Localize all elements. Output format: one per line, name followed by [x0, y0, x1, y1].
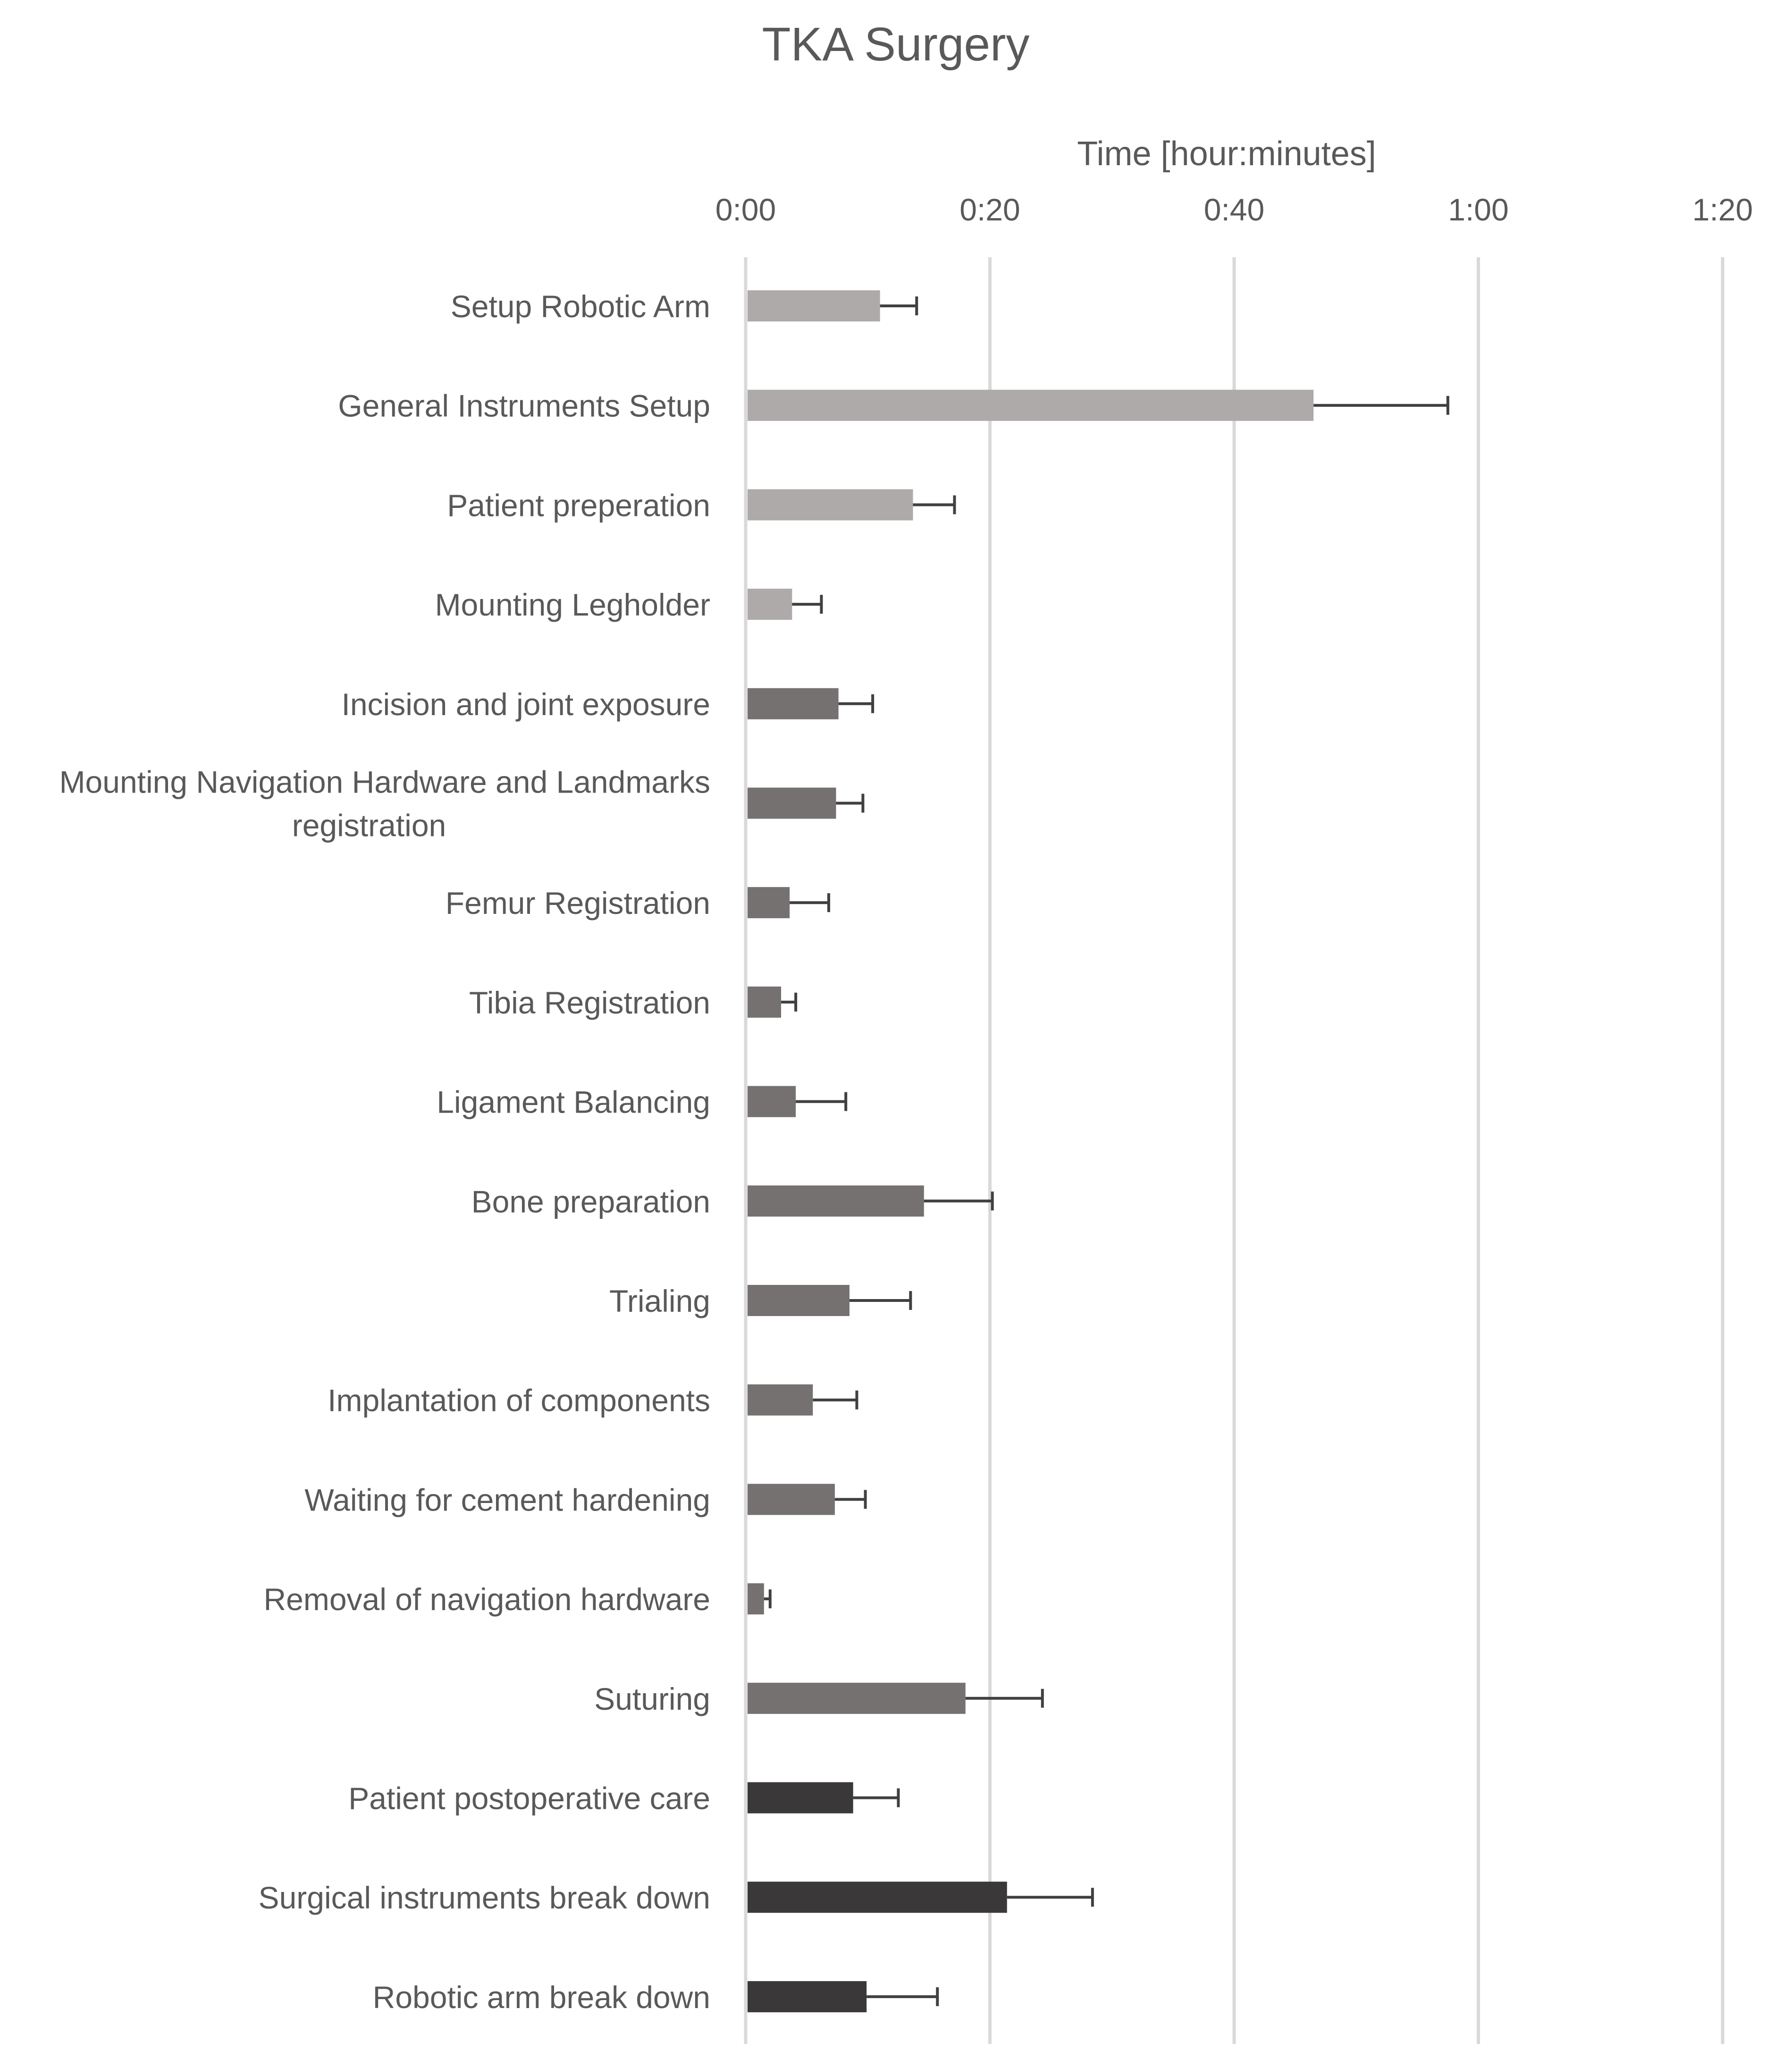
error-bar: [813, 1390, 858, 1410]
category-label: Trialing: [609, 1283, 710, 1318]
bar: [748, 1782, 853, 1814]
bar: [748, 1882, 1007, 1913]
bar: [748, 986, 782, 1018]
bar: [748, 1086, 796, 1117]
category-label: Tibia Registration: [469, 985, 710, 1020]
category-label: Patient postoperative care: [348, 1781, 710, 1816]
error-bar: [764, 1589, 772, 1609]
bar: [748, 589, 792, 620]
bar: [748, 1484, 835, 1515]
bar: [748, 787, 836, 819]
error-bar: [1007, 1888, 1094, 1907]
bar: [748, 1682, 966, 1714]
error-bar: [1313, 396, 1449, 415]
category-label: Femur Registration: [446, 886, 710, 920]
bar: [748, 887, 790, 919]
bar: [748, 688, 839, 719]
error-bar: [836, 794, 865, 813]
category-label: Incision and joint exposure: [342, 687, 711, 722]
error-bar: [924, 1191, 994, 1211]
bar: [748, 290, 880, 321]
error-bar: [796, 1092, 848, 1111]
bar: [748, 1981, 867, 2012]
error-bar: [853, 1788, 900, 1807]
bar: [748, 389, 1314, 421]
category-label: Ligament Balancing: [437, 1085, 710, 1120]
error-bar: [913, 495, 956, 515]
x-tick-label: 1:00: [1448, 192, 1508, 227]
x-tick-label: 0:00: [715, 192, 776, 227]
category-label: Robotic arm break down: [373, 1980, 710, 2015]
category-label: registration: [292, 808, 446, 843]
error-bars: [764, 296, 1449, 2006]
category-label: Bone preparation: [471, 1184, 710, 1219]
error-bar: [867, 1987, 939, 2006]
category-label: Removal of navigation hardware: [263, 1582, 710, 1617]
error-bar: [880, 296, 918, 315]
error-bar: [849, 1291, 912, 1310]
category-label: Implantation of components: [328, 1383, 710, 1418]
category-label: Setup Robotic Arm: [451, 289, 710, 324]
error-bar: [781, 992, 798, 1012]
category-label: Surgical instruments break down: [259, 1880, 710, 1915]
category-label: Mounting Legholder: [435, 587, 710, 622]
x-axis-tick-labels: 0:00 0:20 0:40 1:00 1:20: [715, 192, 1753, 227]
error-bar: [965, 1689, 1044, 1708]
error-bar: [838, 694, 875, 713]
x-tick-label: 0:40: [1204, 192, 1264, 227]
x-tick-label: 0:20: [959, 192, 1020, 227]
error-bar: [790, 893, 830, 912]
bar: [748, 1285, 850, 1316]
bar: [748, 1185, 924, 1217]
error-bar: [834, 1490, 867, 1509]
bars: [748, 290, 1314, 2012]
gridlines: [988, 257, 1725, 2044]
chart-title: TKA Surgery: [762, 18, 1030, 71]
x-axis-title: Time [hour:minutes]: [1077, 135, 1376, 173]
category-labels: Setup Robotic Arm General Instruments Set…: [59, 289, 710, 2015]
bar: [748, 489, 913, 521]
error-bar: [792, 595, 823, 614]
bar: [748, 1583, 764, 1615]
category-label: Waiting for cement hardening: [304, 1482, 710, 1517]
x-tick-label: 1:20: [1692, 192, 1753, 227]
bar: [748, 1384, 813, 1416]
category-label: General Instruments Setup: [338, 388, 710, 423]
category-label: Suturing: [594, 1681, 710, 1716]
category-label: Mounting Navigation Hardware and Landmar…: [59, 765, 710, 800]
category-label: Patient preperation: [447, 488, 710, 523]
